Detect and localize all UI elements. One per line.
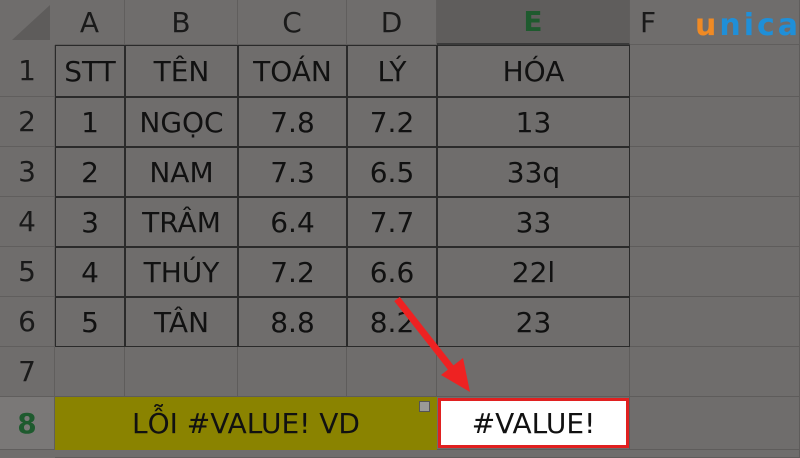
column-header-E[interactable]: E [437,0,630,45]
column-header-C[interactable]: C [238,0,347,45]
table-cell[interactable]: 33q [437,147,630,197]
table-cell[interactable]: 7.2 [238,247,347,297]
cell[interactable] [125,347,238,397]
row-header-5[interactable]: 5 [0,247,55,297]
cell[interactable] [238,347,347,397]
logo-rest: nica [719,8,800,43]
table-cell[interactable]: 33 [437,197,630,247]
table-cell[interactable]: THÚY [125,247,238,297]
table-cell[interactable]: 23 [437,297,630,347]
table-cell[interactable]: 1 [55,97,125,147]
logo: unica [695,8,800,43]
merged-label-cell[interactable]: LỖI #VALUE! VD [55,397,437,450]
table-cell[interactable]: 13 [437,97,630,147]
table-cell[interactable]: 7.8 [238,97,347,147]
row-header-1[interactable]: 1 [0,45,55,97]
table-cell[interactable]: TRÂM [125,197,238,247]
table-cell[interactable]: 2 [55,147,125,197]
row-header-4[interactable]: 4 [0,197,55,247]
table-cell[interactable]: 6.6 [347,247,437,297]
table-header-cell[interactable]: STT [55,45,125,97]
value-error-cell[interactable]: #VALUE! [438,398,629,448]
cell[interactable] [347,347,437,397]
select-all-corner[interactable] [0,0,55,45]
table-header-cell[interactable]: TÊN [125,45,238,97]
logo-u: u [695,8,720,43]
table-header-cell[interactable]: TOÁN [238,45,347,97]
row-header-7[interactable]: 7 [0,347,55,397]
table-cell[interactable]: 6.4 [238,197,347,247]
cell[interactable] [437,347,630,397]
error-indicator-icon[interactable] [419,401,430,412]
table-cell[interactable]: 7.2 [347,97,437,147]
table-cell[interactable]: NGỌC [125,97,238,147]
cell[interactable] [437,397,630,450]
table-cell[interactable]: 3 [55,197,125,247]
table-cell[interactable]: 5 [55,297,125,347]
column-header-A[interactable]: A [55,0,125,45]
row-header-8[interactable]: 8 [0,397,55,450]
table-cell[interactable]: 22l [437,247,630,297]
table-cell[interactable]: TÂN [125,297,238,347]
column-header-D[interactable]: D [347,0,437,45]
table-header-cell[interactable]: LÝ [347,45,437,97]
column-header-B[interactable]: B [125,0,238,45]
row-header-3[interactable]: 3 [0,147,55,197]
table-cell[interactable]: 7.3 [238,147,347,197]
table-header-cell[interactable]: HÓA [437,45,630,97]
cell[interactable] [55,347,125,397]
table-cell[interactable]: 6.5 [347,147,437,197]
table-cell[interactable]: 8.8 [238,297,347,347]
row-header-2[interactable]: 2 [0,97,55,147]
table-cell[interactable]: 7.7 [347,197,437,247]
row-header-6[interactable]: 6 [0,297,55,347]
table-cell[interactable]: 4 [55,247,125,297]
table-cell[interactable]: NAM [125,147,238,197]
